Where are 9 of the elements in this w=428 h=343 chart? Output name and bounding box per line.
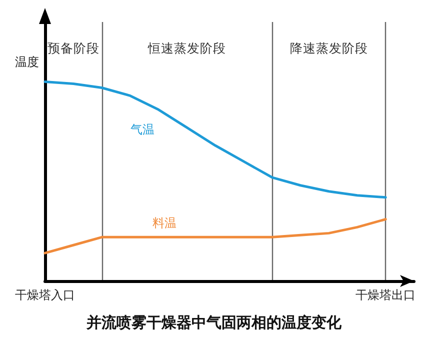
text: 预备阶段 [47, 40, 100, 56]
x-tick-label: 干燥塔入口 [15, 288, 75, 302]
series-label: 气温 [130, 122, 155, 137]
series-label: 料温 [152, 216, 177, 230]
text: 恒速蒸发阶段 [146, 40, 226, 56]
text: 并流喷雾干燥器中气固两相的温度变化 [86, 314, 342, 332]
text: 降速蒸发阶段 [290, 40, 368, 56]
x-tick-label: 干燥塔出口 [356, 288, 416, 302]
y-axis-title: 温度 [15, 55, 39, 69]
